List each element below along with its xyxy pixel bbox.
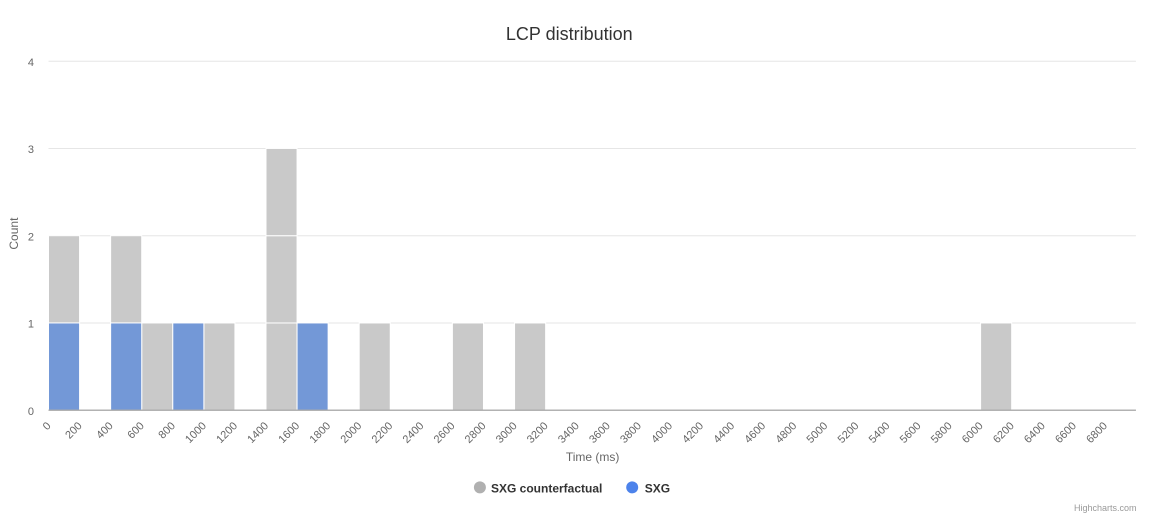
svg-text:Count: Count (7, 217, 21, 250)
svg-text:2: 2 (28, 231, 34, 243)
svg-text:Time (ms): Time (ms) (566, 450, 620, 464)
svg-text:Highcharts.com: Highcharts.com (1074, 503, 1137, 513)
svg-text:SXG: SXG (645, 481, 670, 495)
svg-text:1: 1 (28, 319, 34, 331)
svg-text:3: 3 (28, 144, 34, 156)
svg-text:0: 0 (28, 406, 34, 418)
svg-text:LCP distribution: LCP distribution (506, 24, 633, 44)
svg-text:4: 4 (28, 57, 34, 69)
svg-text:SXG counterfactual: SXG counterfactual (491, 481, 602, 495)
